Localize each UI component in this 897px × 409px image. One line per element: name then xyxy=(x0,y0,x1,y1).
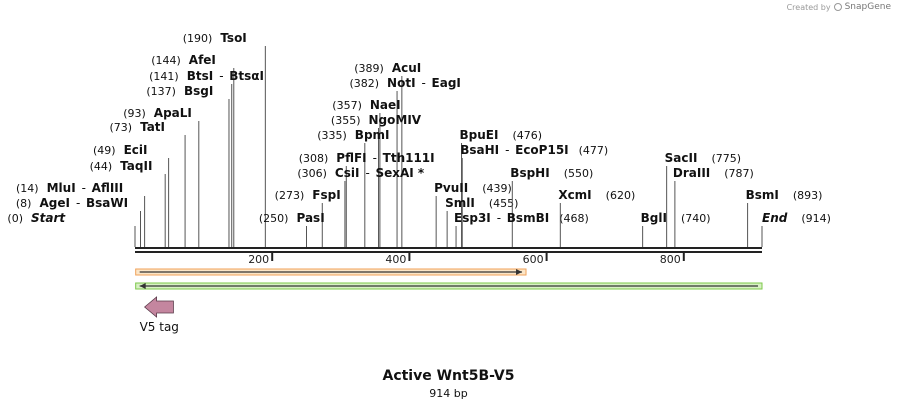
cut-site-name: BsaHI xyxy=(460,143,499,157)
cut-site-position: (787) xyxy=(724,167,754,180)
cut-site-position: (740) xyxy=(681,212,711,225)
cut-site-position: (893) xyxy=(793,189,823,202)
cut-site-name: PasI xyxy=(296,211,324,225)
cut-site-position: (382) xyxy=(349,77,379,90)
cut-site-name: BtsI xyxy=(187,69,214,83)
ruler-tick-label: 800 xyxy=(660,253,681,266)
cut-site-position: (141) xyxy=(149,70,179,83)
cut-site-position: (550) xyxy=(564,167,594,180)
cut-site-name: EciI xyxy=(124,143,148,157)
cut-site-separator: - xyxy=(422,76,426,90)
cut-site-position: (357) xyxy=(332,99,362,112)
cut-site-name: CsiI xyxy=(335,166,360,180)
cut-site-position: (250) xyxy=(259,212,289,225)
credit-brand: SnapGene xyxy=(844,2,891,12)
cut-site-name: TsoI xyxy=(220,31,246,45)
cut-site-name: End xyxy=(762,211,788,225)
cut-site-name-alt: EagI xyxy=(432,76,461,90)
cut-site-separator: - xyxy=(373,151,377,165)
cut-site-name: NgoMIV xyxy=(369,113,422,127)
cut-site-position: (439) xyxy=(482,182,512,195)
v5-tag-label: V5 tag xyxy=(140,320,179,334)
cut-site-name: XcmI xyxy=(558,188,591,202)
cut-site-name: FspI xyxy=(312,188,340,202)
ruler-tick-label: 200 xyxy=(248,253,269,266)
cut-site-name: NaeI xyxy=(370,98,401,112)
cut-site-position: (137) xyxy=(146,85,176,98)
cut-site-name: ApaLI xyxy=(154,106,192,120)
cut-site-name: AgeI xyxy=(39,196,69,210)
cut-site-name: BsgI xyxy=(184,84,213,98)
ruler-tick-label: 600 xyxy=(523,253,544,266)
cut-site-name-alt: SexAI * xyxy=(375,166,424,180)
snapgene-logo-icon xyxy=(833,3,842,11)
cut-site-separator: - xyxy=(365,166,369,180)
cut-site-position: (93) xyxy=(123,107,146,120)
cut-site-name: DraIII xyxy=(673,166,710,180)
plasmid-name: Active Wnt5B-V5 xyxy=(382,368,515,384)
cut-site-separator: - xyxy=(219,69,223,83)
cut-site-position: (14) xyxy=(16,182,39,195)
cut-site-name: BpuEI xyxy=(460,128,499,142)
cut-site-name: SacII xyxy=(665,151,698,165)
cut-site-name-alt: Tth111I xyxy=(383,151,435,165)
cut-site-name: TaqII xyxy=(120,159,152,173)
cut-site-position: (44) xyxy=(90,160,113,173)
cut-site-position: (455) xyxy=(489,197,519,210)
cut-site-position: (8) xyxy=(16,197,32,210)
cut-site-name: BglI xyxy=(641,211,667,225)
cut-site-name-alt: BtsαI xyxy=(229,69,264,83)
cut-site-position: (190) xyxy=(183,32,213,45)
credit-prefix: Created by xyxy=(786,2,831,12)
cut-site-name: BspHI xyxy=(510,166,549,180)
cut-site-position: (476) xyxy=(512,129,542,142)
cut-site-name: Esp3I xyxy=(454,211,491,225)
cut-site-position: (49) xyxy=(93,144,116,157)
cut-site-name: NotI xyxy=(387,76,416,90)
cut-site-name: Start xyxy=(31,211,66,225)
ruler-tick-label: 400 xyxy=(385,253,406,266)
cut-site-position: (468) xyxy=(559,212,589,225)
cut-site-position: (273) xyxy=(275,189,305,202)
cut-site-name-alt: AflIII xyxy=(92,181,124,195)
cut-site-name: BsmI xyxy=(746,188,779,202)
cut-site-name: AcuI xyxy=(392,61,421,75)
cut-site-name: MluI xyxy=(47,181,76,195)
cut-site-name: AfeI xyxy=(189,53,216,67)
cut-site-separator: - xyxy=(76,196,80,210)
v5-tag-arrow-icon xyxy=(143,296,174,318)
cut-site-position: (306) xyxy=(297,167,327,180)
orange-feature-arrow-icon xyxy=(516,269,523,275)
cut-site-position: (355) xyxy=(331,114,361,127)
cut-site-name-alt: EcoP15I xyxy=(515,143,569,157)
cut-site-position: (0) xyxy=(7,212,23,225)
green-feature-arrow-icon xyxy=(139,283,146,289)
cut-site-name: PflFI xyxy=(336,151,366,165)
credit: Created by SnapGene xyxy=(787,2,891,12)
cut-site-name: SmlI xyxy=(445,196,475,210)
cut-site-position: (775) xyxy=(711,152,741,165)
cut-site-position: (389) xyxy=(354,62,384,75)
cut-site-position: (335) xyxy=(317,129,347,142)
cut-site-separator: - xyxy=(497,211,501,225)
plasmid-length: 914 bp xyxy=(429,387,468,400)
cut-site-position: (620) xyxy=(606,189,636,202)
cut-site-separator: - xyxy=(82,181,86,195)
cut-site-separator: - xyxy=(505,143,509,157)
cut-site-position: (73) xyxy=(109,121,132,134)
cut-site-position: (144) xyxy=(151,54,181,67)
cut-site-name: PvuII xyxy=(434,181,468,195)
cut-site-name: TatI xyxy=(140,120,165,134)
cut-site-name-alt: BsmBI xyxy=(507,211,549,225)
cut-site-position: (308) xyxy=(299,152,329,165)
cut-site-position: (477) xyxy=(579,144,609,157)
cut-site-name: BpmI xyxy=(355,128,390,142)
cut-site-name-alt: BsaWI xyxy=(86,196,128,210)
cut-site-position: (914) xyxy=(801,212,831,225)
